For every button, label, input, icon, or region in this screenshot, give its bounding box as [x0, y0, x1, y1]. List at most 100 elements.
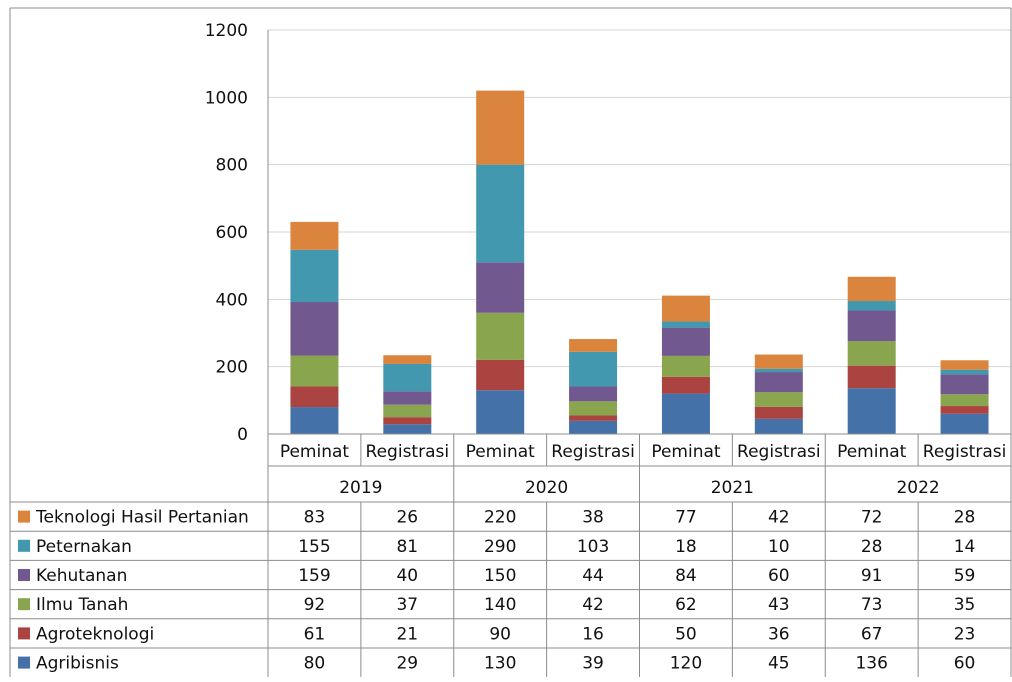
bar-segment	[940, 406, 989, 414]
data-label: 67	[861, 624, 883, 644]
legend-label: Kehutanan	[36, 566, 127, 586]
data-label: 44	[582, 566, 604, 586]
bar-segment	[754, 392, 803, 407]
legend-swatch	[18, 598, 30, 611]
bar-segment	[383, 424, 432, 434]
y-tick-label: 600	[216, 223, 248, 243]
legend-label: Agribisnis	[36, 654, 119, 674]
bar-segment	[661, 393, 710, 434]
data-label: 81	[396, 537, 418, 557]
bar-segment	[940, 413, 989, 434]
bar-segment	[847, 310, 896, 342]
category-label: Peminat	[466, 442, 536, 462]
bar-segment	[569, 420, 618, 434]
bar-segment	[476, 390, 525, 434]
bar-segment	[754, 406, 803, 419]
y-tick-label: 0	[237, 425, 248, 445]
data-label: 10	[768, 537, 790, 557]
data-label: 23	[954, 624, 976, 644]
bar-segment	[290, 221, 339, 250]
bar-segment	[290, 407, 339, 434]
bar-segment	[754, 354, 803, 369]
data-label: 136	[855, 654, 887, 674]
legend-label: Peternakan	[36, 537, 132, 557]
data-label: 60	[768, 566, 790, 586]
y-tick-label: 1000	[205, 88, 248, 108]
data-label: 140	[484, 595, 516, 615]
legend-label: Ilmu Tanah	[36, 595, 128, 615]
data-label: 103	[577, 537, 609, 557]
legend-swatch	[18, 569, 30, 581]
data-label: 290	[484, 537, 516, 557]
data-label: 80	[304, 654, 326, 674]
data-label: 120	[670, 654, 702, 674]
bar-segment	[661, 376, 710, 394]
data-label: 150	[484, 566, 516, 586]
data-label: 29	[396, 654, 418, 674]
category-label: Registrasi	[923, 442, 1007, 462]
bar-segment	[847, 276, 896, 302]
legend-swatch	[18, 627, 30, 640]
bar-segment	[847, 388, 896, 434]
bar-segment	[476, 359, 525, 391]
data-label: 220	[484, 508, 516, 528]
bar-segment	[476, 312, 525, 360]
bar-segment	[940, 394, 989, 407]
bar-segment	[847, 301, 896, 311]
data-label: 43	[768, 595, 790, 615]
y-tick-label: 1200	[205, 21, 248, 41]
bar-segment	[290, 302, 339, 356]
bar-segment	[754, 372, 803, 393]
bar-segment	[569, 401, 618, 416]
bar-segment	[940, 374, 989, 395]
data-label: 35	[954, 595, 976, 615]
bar-segment	[569, 415, 618, 421]
data-label: 155	[298, 537, 330, 557]
bar-segment	[569, 386, 618, 402]
legend-label: Agroteknologi	[36, 624, 154, 644]
bar-segment	[383, 417, 432, 425]
data-label: 28	[954, 508, 976, 528]
data-label: 16	[582, 624, 604, 644]
y-tick-label: 200	[216, 358, 248, 378]
data-label: 40	[396, 566, 418, 586]
data-label: 18	[675, 537, 697, 557]
group-label: 2020	[525, 478, 568, 498]
bar-segment	[290, 249, 339, 303]
data-label: 14	[954, 537, 976, 557]
data-label: 91	[861, 566, 883, 586]
data-label: 62	[675, 595, 697, 615]
data-label: 45	[768, 654, 790, 674]
data-label: 77	[675, 508, 697, 528]
legend-label: Teknologi Hasil Pertanian	[35, 508, 249, 528]
bar-segment	[476, 90, 525, 165]
bar-segment	[754, 368, 803, 373]
group-label: 2022	[896, 478, 939, 498]
data-label: 21	[396, 624, 418, 644]
data-label: 130	[484, 654, 516, 674]
category-label: Registrasi	[737, 442, 821, 462]
bar-segment	[383, 363, 432, 392]
legend-swatch	[18, 510, 30, 523]
data-label: 60	[954, 654, 976, 674]
data-label: 92	[304, 595, 326, 615]
data-label: 38	[582, 508, 604, 528]
bar-segment	[569, 339, 618, 352]
group-label: 2021	[711, 478, 754, 498]
legend-swatch	[18, 539, 30, 552]
data-label: 72	[861, 508, 883, 528]
y-tick-label: 400	[216, 290, 248, 310]
bar-segment	[661, 327, 710, 356]
bar-segment	[383, 355, 432, 364]
data-label: 73	[861, 595, 883, 615]
group-label: 2019	[339, 478, 382, 498]
data-label: 61	[304, 624, 326, 644]
data-label: 28	[861, 537, 883, 557]
bar-segment	[847, 341, 896, 366]
bar-segment	[569, 351, 618, 387]
data-label: 39	[582, 654, 604, 674]
data-label: 50	[675, 624, 697, 644]
bar-segment	[847, 365, 896, 389]
